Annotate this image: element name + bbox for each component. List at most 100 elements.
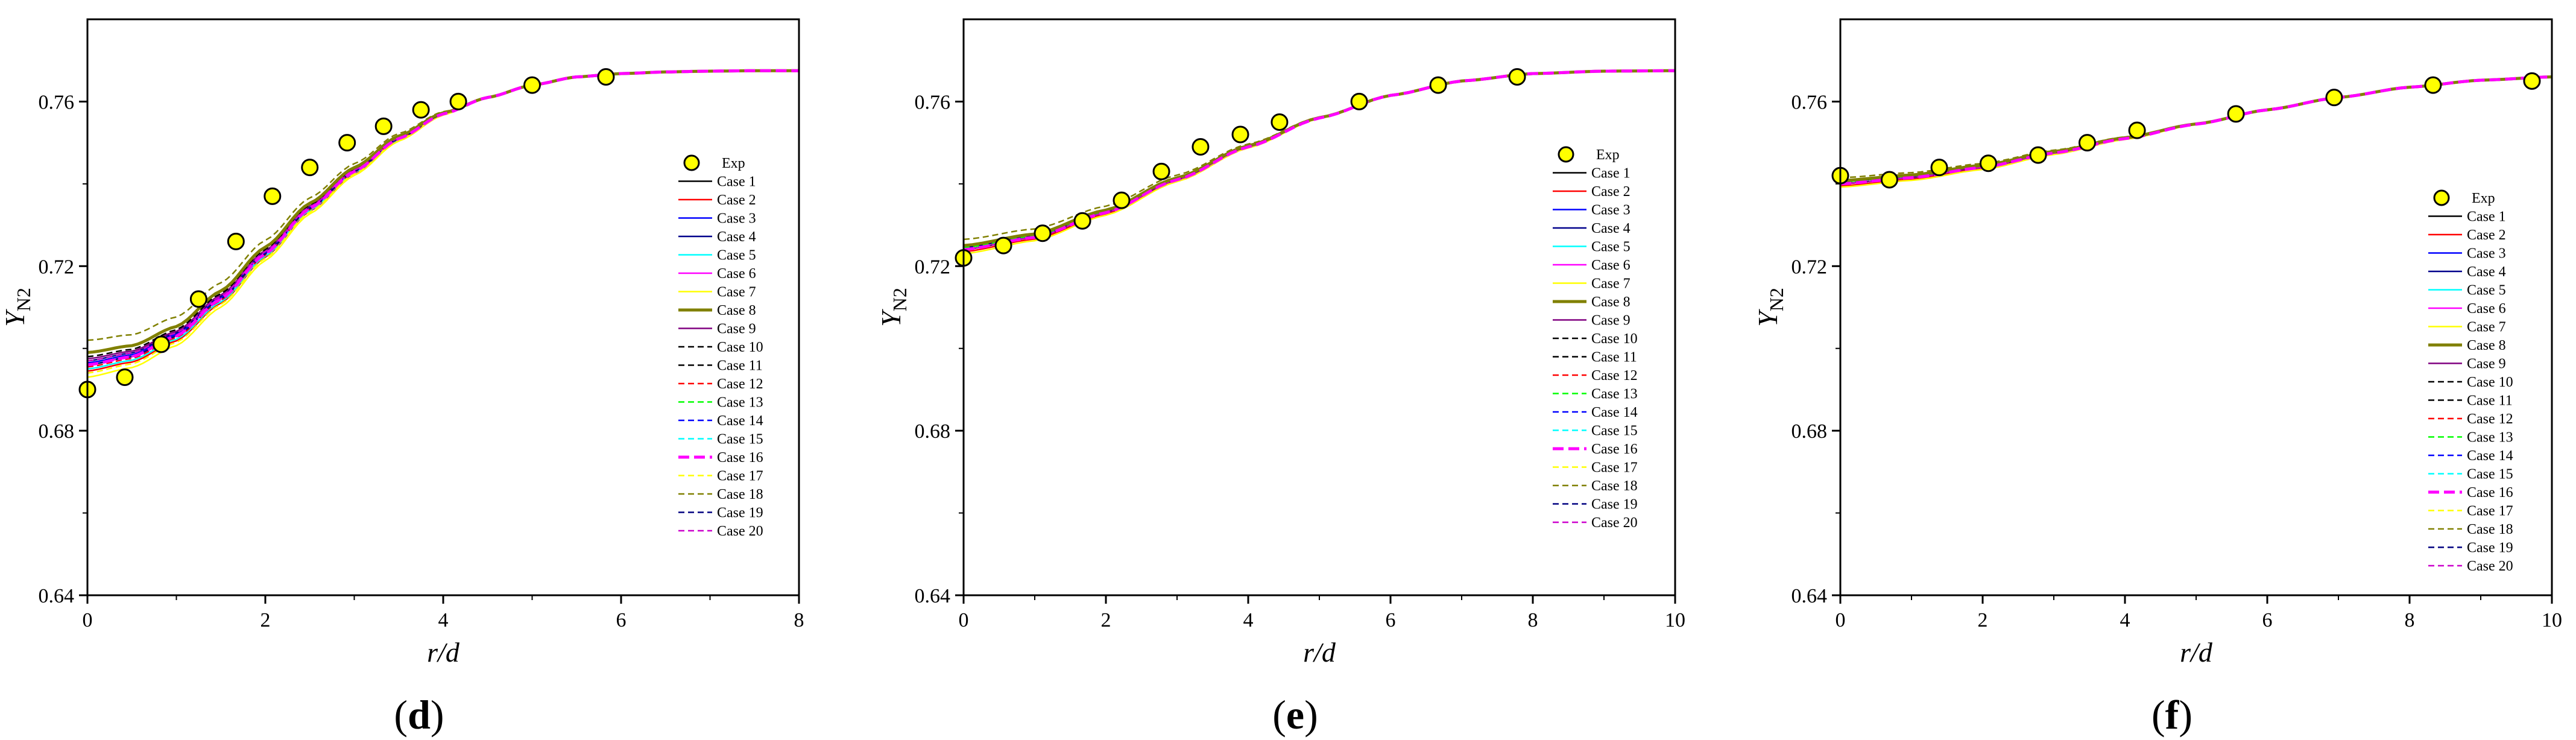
legend-label: Case 15 (717, 432, 763, 447)
x-tick-label: 8 (1528, 609, 1538, 631)
legend-label: Case 19 (717, 505, 763, 521)
exp-point (2227, 105, 2245, 123)
series-line-case-16 (964, 69, 1675, 251)
legend-label: Case 4 (717, 229, 756, 245)
y-axis-title: YN2 (0, 288, 34, 327)
chart-panel-f: 0 2 4 6 8 10 0.64 0.68 0.72 0.76 r/d YN2 Exp Case 1 Ca… (1752, 18, 2562, 738)
legend-label: Case 16 (717, 450, 763, 466)
legend-label-exp: Exp (2472, 191, 2495, 206)
legend-label: Case 2 (717, 192, 756, 208)
legend-label: Case 17 (1591, 460, 1638, 476)
exp-point (2523, 72, 2541, 90)
x-tick-label: 2 (260, 609, 271, 631)
legend-label: Case 15 (1591, 423, 1638, 439)
legend-label: Case 8 (717, 303, 756, 318)
x-tick-label: 6 (2262, 609, 2273, 631)
y-tick-label: 0.68 (915, 420, 951, 443)
legend-label: Case 14 (2467, 448, 2513, 464)
x-axis-title: r/d (427, 637, 460, 668)
legend-label: Case 3 (717, 211, 756, 227)
exp-point (2325, 89, 2343, 107)
legend-label: Case 13 (717, 395, 763, 411)
legend-label: Case 3 (2467, 246, 2506, 262)
legend-label: Case 13 (1591, 387, 1638, 402)
y-tick-label: 0.72 (39, 256, 75, 278)
x-tick-label: 6 (1386, 609, 1396, 631)
x-tick-label: 0 (83, 609, 93, 631)
exp-point (523, 76, 541, 94)
x-axis-title: r/d (1303, 637, 1336, 668)
legend-label: Case 17 (717, 469, 763, 484)
chart-panels: 0 2 4 6 8 0.64 0.68 0.72 0.76 r/d YN2 Exp Case 1 Case… (0, 18, 2562, 738)
legend-label: Case 20 (717, 523, 763, 539)
legend-label: Case 12 (717, 376, 763, 392)
legend: Exp Case 1 Case 2 Case 3 Case 4 Case 5 Case 6 C… (1553, 146, 1638, 531)
exp-point (1231, 125, 1249, 144)
legend-label: Case 1 (1591, 166, 1631, 182)
x-tick-label: 10 (1665, 609, 1685, 631)
y-tick-label: 0.64 (1792, 585, 1828, 607)
legend-label: Case 14 (717, 413, 763, 429)
y-tick-label: 0.76 (915, 91, 951, 113)
x-tick-label: 0 (1836, 609, 1846, 631)
chart-panel-e: 0 2 4 6 8 10 0.64 0.68 0.72 0.76 r/d YN2 Exp Case 1 Ca… (876, 18, 1685, 738)
legend-label: Case 9 (2467, 356, 2506, 372)
legend-label: Case 10 (2467, 375, 2513, 390)
legend-label: Case 20 (2467, 558, 2513, 574)
legend-label-exp: Exp (1596, 147, 1620, 163)
legend-label: Case 12 (1591, 368, 1638, 384)
legend-label: Case 1 (2467, 209, 2506, 225)
y-axis-title: YN2 (1752, 288, 1787, 327)
exp-point (301, 159, 319, 177)
exp-point (264, 187, 282, 205)
legend-label: Case 13 (2467, 430, 2513, 446)
exp-point (1113, 191, 1131, 209)
y-axis-title: YN2 (876, 288, 911, 327)
chart-panel-d: 0 2 4 6 8 0.64 0.68 0.72 0.76 r/d YN2 Exp Case 1 Case… (0, 18, 804, 738)
exp-point (2029, 146, 2047, 164)
legend-label: Case 10 (717, 340, 763, 355)
legend-exp-marker (1558, 146, 1574, 163)
legend-exp-marker (2433, 189, 2450, 206)
legend-label: Case 14 (1591, 405, 1638, 420)
x-tick-label: 10 (2542, 609, 2562, 631)
x-tick-label: 4 (438, 609, 449, 631)
legend-label: Case 4 (1591, 221, 1631, 236)
exp-point (1271, 113, 1289, 131)
y-tick-label: 0.76 (1792, 91, 1828, 113)
exp-point (1192, 138, 1210, 156)
x-tick-label: 4 (2120, 609, 2130, 631)
y-tick-label: 0.72 (1792, 256, 1828, 278)
legend-label: Case 8 (1591, 294, 1631, 310)
legend-label: Case 8 (2467, 338, 2506, 353)
exp-point (1429, 76, 1447, 94)
exp-point (449, 92, 467, 110)
legend-label: Case 2 (2467, 227, 2506, 243)
legend-label: Case 2 (1591, 184, 1631, 200)
y-tick-label: 0.64 (39, 585, 75, 607)
legend-exp-marker (683, 154, 700, 171)
legend-label: Case 18 (2467, 522, 2513, 537)
y-tick-label: 0.76 (39, 91, 75, 113)
legend-label: Case 9 (1591, 313, 1631, 329)
legend-label: Case 5 (717, 248, 756, 264)
exp-point (2424, 76, 2442, 94)
legend-label: Case 7 (717, 285, 756, 300)
legend: Exp Case 1 Case 2 Case 3 Case 4 Case 5 Case 6 C… (678, 154, 763, 539)
exp-point (152, 335, 170, 353)
legend-label-exp: Exp (722, 156, 745, 171)
exp-point (1880, 171, 1898, 189)
legend-label: Case 6 (717, 266, 756, 282)
exp-point (2128, 121, 2146, 139)
legend-label: Case 19 (2467, 540, 2513, 556)
x-tick-label: 4 (1243, 609, 1254, 631)
exp-point (412, 101, 430, 119)
legend-label: Case 18 (717, 487, 763, 502)
exp-point (2078, 134, 2096, 152)
legend-label: Case 17 (2467, 504, 2513, 519)
x-tick-label: 6 (616, 609, 627, 631)
legend-label: Case 15 (2467, 467, 2513, 482)
x-tick-label: 8 (2405, 609, 2415, 631)
legend-label: Case 11 (2467, 393, 2513, 409)
